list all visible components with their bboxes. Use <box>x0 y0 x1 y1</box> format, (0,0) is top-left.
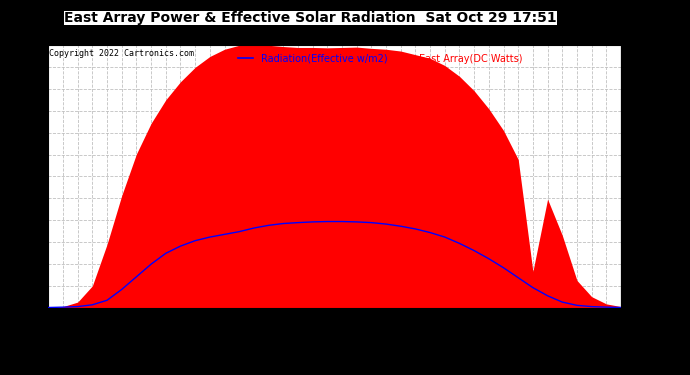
Legend: Radiation(Effective w/m2), East Array(DC Watts): Radiation(Effective w/m2), East Array(DC… <box>235 50 526 68</box>
Text: Copyright 2022 Cartronics.com: Copyright 2022 Cartronics.com <box>49 49 194 58</box>
Text: East Array Power & Effective Solar Radiation  Sat Oct 29 17:51: East Array Power & Effective Solar Radia… <box>64 11 557 25</box>
